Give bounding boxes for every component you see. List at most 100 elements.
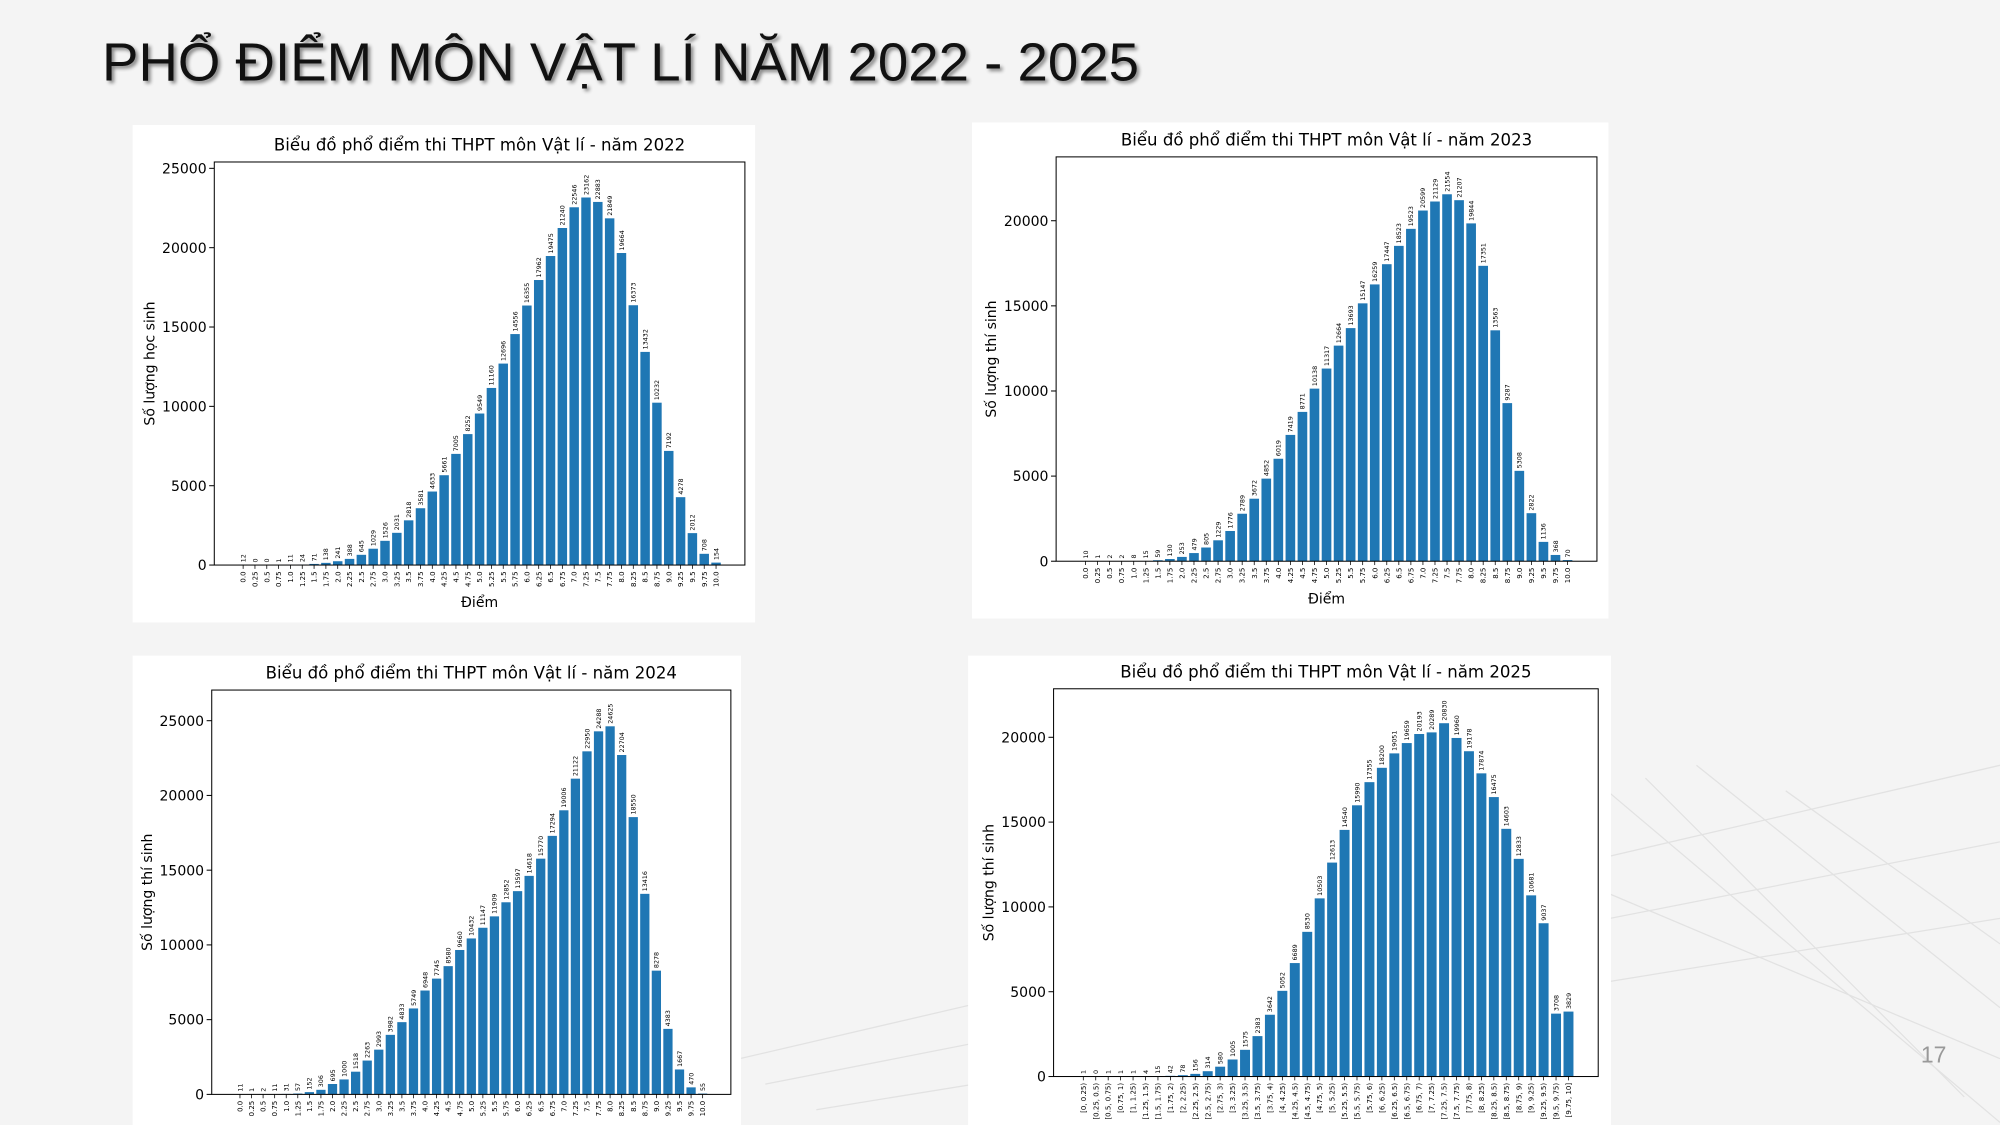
value-label: 10432 (468, 916, 476, 936)
bar (1302, 931, 1313, 1077)
value-label: 388 (346, 544, 354, 556)
x-tick-label: 3.25 (386, 1101, 395, 1117)
value-label: 19523 (1407, 206, 1415, 226)
bar (675, 497, 686, 566)
bar (616, 253, 627, 566)
x-tick-label: 1.5 (305, 1101, 314, 1112)
bar (380, 540, 390, 566)
value-label: 1 (1104, 1070, 1112, 1074)
bar (1426, 732, 1437, 1077)
value-label: 3581 (417, 489, 425, 505)
bar (466, 938, 476, 1095)
value-label: 138 (322, 548, 330, 560)
x-tick-label: 1.25 (298, 571, 307, 587)
x-tick-label: [4.75, 5) (1315, 1083, 1324, 1113)
bar (1369, 284, 1380, 562)
value-label: 8580 (444, 947, 452, 963)
x-tick-label: 4.5 (451, 571, 460, 582)
x-tick-label: 6.5 (546, 571, 555, 582)
x-tick-label: 8.5 (629, 1101, 638, 1112)
x-tick-label: [2, 2.25) (1178, 1083, 1187, 1113)
y-axis-label: Số lượng thí sinh (981, 824, 998, 941)
x-tick-label: 8.75 (652, 571, 661, 587)
value-label: 20193 (1415, 711, 1423, 731)
x-tick-label: 7.5 (583, 1101, 592, 1112)
value-label: 17962 (535, 257, 543, 277)
x-tick-label: 5.25 (1334, 568, 1343, 584)
x-tick-label: 7.25 (1431, 568, 1440, 584)
value-label: 1000 (340, 1061, 348, 1077)
bar (1454, 200, 1464, 562)
bar (1381, 264, 1392, 562)
x-tick-label: 2.75 (363, 1101, 372, 1117)
value-label: 2383 (1254, 1017, 1262, 1033)
value-label: 15990 (1353, 783, 1361, 803)
value-label: 24288 (595, 709, 603, 729)
value-label: 11160 (488, 365, 496, 385)
bar (1327, 862, 1338, 1077)
x-tick-label: 9.5 (1539, 568, 1548, 579)
x-tick-label: 4.75 (463, 571, 472, 587)
value-label: 13693 (1347, 305, 1355, 325)
bar (1285, 434, 1296, 562)
x-tick-label: 8.75 (640, 1101, 649, 1117)
value-label: 2789 (1238, 495, 1246, 511)
bar (510, 334, 520, 566)
y-axis-label: Số lượng học sinh (141, 301, 158, 425)
value-label: 17447 (1383, 241, 1391, 261)
x-tick-label: [9, 9.25) (1527, 1083, 1536, 1113)
value-label: 4633 (429, 473, 437, 489)
value-label: 470 (687, 1073, 695, 1085)
bar (557, 228, 568, 566)
value-label: 55 (699, 1083, 707, 1091)
x-tick-label: 3.0 (374, 1101, 383, 1112)
value-label: 1029 (369, 530, 377, 546)
value-label: 1 (248, 1088, 256, 1092)
x-tick-label: [4.25, 4.5) (1290, 1083, 1299, 1120)
value-label: 12613 (1328, 840, 1336, 860)
value-label: 70 (1564, 549, 1572, 557)
value-label: 18523 (1395, 223, 1403, 243)
x-tick-label: 0.5 (1105, 568, 1114, 579)
x-tick-label: 2.5 (357, 571, 366, 582)
bar (427, 491, 438, 566)
value-label: 19051 (1391, 731, 1399, 751)
bar (1451, 737, 1462, 1077)
y-tick-label: 0 (1040, 554, 1049, 570)
y-axis-label: Số lượng thí sinh (983, 300, 1000, 417)
x-tick-label: [7.5, 7.75) (1452, 1083, 1461, 1120)
value-label: 13597 (514, 868, 522, 888)
value-label: 21207 (1455, 177, 1463, 197)
value-label: 12833 (1515, 836, 1523, 856)
value-label: 11 (236, 1084, 244, 1092)
value-label: 2818 (405, 502, 413, 518)
x-tick-label: [1.25, 1.5) (1141, 1083, 1150, 1120)
value-label: 19475 (547, 233, 555, 253)
x-tick-label: 7.75 (594, 1101, 603, 1117)
bar (1249, 498, 1260, 562)
value-label: 3672 (1251, 480, 1259, 496)
value-label: 2031 (393, 514, 401, 530)
value-label: 9287 (1504, 384, 1512, 400)
x-tick-label: 5.75 (1358, 568, 1367, 584)
x-tick-label: 5.5 (499, 571, 508, 582)
value-label: 0 (251, 558, 259, 562)
x-tick-label: 8.25 (629, 571, 638, 587)
x-tick-label: 4.75 (1310, 568, 1319, 584)
chart: Biểu đồ phổ điểm thi THPT môn Vật lí - n… (968, 655, 1611, 1125)
x-tick-label: [6.5, 6.75) (1402, 1083, 1411, 1120)
value-label: 1229 (1214, 522, 1222, 538)
value-label: 1 (275, 558, 283, 562)
x-tick-label: 7.0 (559, 1101, 568, 1112)
value-label: 1526 (381, 522, 389, 538)
value-label: 10503 (1316, 876, 1324, 896)
bar (1418, 210, 1428, 562)
x-tick-label: 6.25 (1382, 568, 1391, 584)
x-tick-label: 7.75 (1455, 568, 1464, 584)
x-tick-label: [0.5, 0.75) (1104, 1083, 1113, 1120)
x-tick-label: 8.5 (641, 571, 650, 582)
bar (711, 562, 721, 566)
value-label: 1 (1129, 1070, 1137, 1074)
bar (1364, 782, 1375, 1077)
value-label: 3982 (387, 1016, 395, 1032)
